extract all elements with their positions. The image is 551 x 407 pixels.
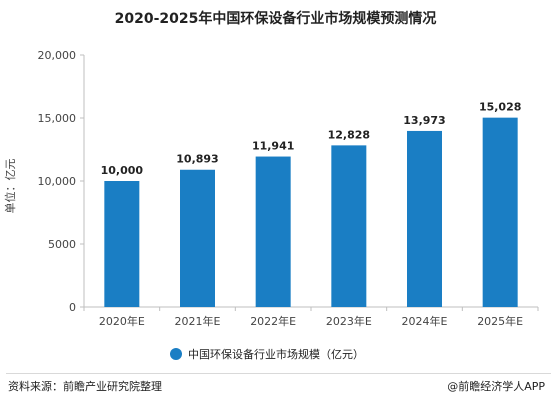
x-tick-label: 2020年E — [99, 314, 145, 328]
x-axis: 2020年E 2021年E 2022年E 2023年E 2024年E 2025年E — [83, 306, 539, 328]
bar-value-label: 13,973 — [403, 114, 445, 127]
x-tick-label: 2025年E — [477, 314, 523, 328]
bar-chart: 0 5000 10,000 15,000 20,000 2020年E 2021年E 2022… — [3, 49, 539, 361]
bar — [331, 145, 367, 307]
legend: 中国环保设备行业市场规模（亿元） — [170, 347, 364, 361]
x-tick-label: 2024年E — [402, 314, 448, 328]
legend-label: 中国环保设备行业市场规模（亿元） — [188, 347, 364, 361]
y-axis-label: 单位：亿元 — [3, 159, 17, 214]
bar-value-label: 10,000 — [101, 164, 144, 177]
y-tick-label: 0 — [69, 301, 76, 314]
bar — [255, 156, 291, 307]
bar-group — [104, 117, 518, 307]
bar-value-label: 12,828 — [328, 128, 370, 141]
source-note: 资料来源：前瞻产业研究院整理 — [8, 380, 162, 393]
y-tick-label: 10,000 — [38, 175, 77, 188]
legend-marker — [170, 348, 182, 360]
bar-value-label: 11,941 — [252, 140, 294, 153]
value-label-group: 10,000 10,893 11,941 12,828 13,973 15,028 — [101, 101, 522, 177]
y-tick-label: 15,000 — [38, 112, 77, 125]
chart-title: 2020-2025年中国环保设备行业市场规模预测情况 — [114, 11, 437, 27]
y-axis: 0 5000 10,000 15,000 20,000 — [38, 49, 85, 314]
bar — [104, 181, 140, 307]
footer-divider — [6, 373, 551, 374]
x-tick-label: 2023年E — [326, 314, 372, 328]
bar — [407, 130, 442, 307]
bar-value-label: 10,893 — [176, 153, 218, 166]
x-tick-label: 2021年E — [175, 314, 221, 328]
bar — [180, 169, 215, 307]
y-tick-label: 5000 — [48, 238, 76, 251]
y-tick-label: 20,000 — [38, 49, 77, 62]
x-tick-label: 2022年E — [250, 314, 296, 328]
bar — [482, 117, 518, 307]
bar-value-label: 15,028 — [479, 101, 521, 114]
brand-credit: @前瞻经济学人APP — [447, 380, 545, 393]
